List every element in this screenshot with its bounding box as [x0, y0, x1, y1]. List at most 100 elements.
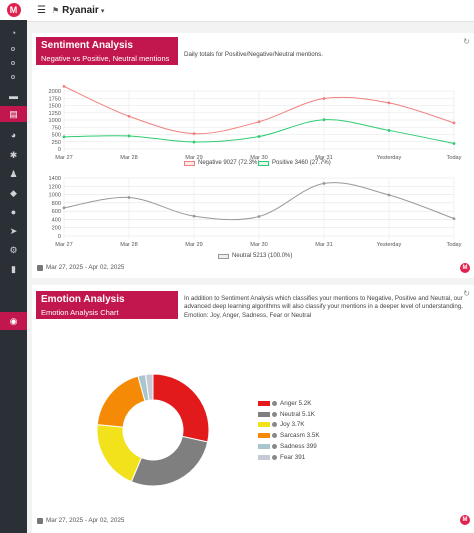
y-tick-label: 0 [58, 234, 61, 240]
y-tick-label: 1200 [49, 184, 61, 190]
legend-positive[interactable]: Positive 3460 (27.7%) [258, 160, 331, 166]
emotion-icon [272, 444, 277, 450]
dashboard-icon[interactable]: ◔ [10, 28, 17, 38]
y-tick-label: 400 [52, 217, 61, 223]
dot-icon[interactable] [11, 75, 15, 79]
emotion-icon [272, 411, 277, 417]
x-tick-label: Mar 29 [185, 242, 202, 248]
pie-slice[interactable] [130, 435, 209, 487]
data-point[interactable] [62, 206, 66, 210]
legend-neutral[interactable]: Neutral 5213 (100.0%) [218, 253, 292, 259]
calendar-icon [37, 517, 43, 524]
emotion-icon [272, 433, 277, 439]
data-point[interactable] [387, 193, 391, 197]
pie-slice[interactable] [96, 375, 146, 428]
emotion-desc-line: In addition to Sentiment Analysis which … [184, 295, 463, 302]
x-tick-label: Mar 29 [185, 155, 202, 161]
emotion-date-text: Mar 27, 2025 - Apr 02, 2025 [46, 517, 125, 524]
app-logo[interactable]: M [0, 0, 27, 20]
legend-item[interactable]: Anger 5.2K [258, 398, 320, 409]
x-tick-label: Mar 28 [120, 242, 137, 248]
data-point[interactable] [387, 129, 391, 132]
emotion-date-range: Mar 27, 2025 - Apr 02, 2025 [37, 517, 124, 524]
dot-icon[interactable] [11, 47, 15, 51]
y-tick-label: 500 [52, 133, 61, 139]
x-tick-label: Mar 31 [315, 155, 332, 161]
legend-swatch [258, 454, 270, 460]
sentiment-subtitle: Negative vs Positive, Neutral mentions [41, 54, 170, 63]
legend-swatch [258, 160, 269, 166]
sidebar: M ◔ ▬ ▤ ◕ ✱ ♟ ◆ ● ➤ ⚙ ▮ ◉ [0, 0, 27, 533]
sentiment-date-range: Mar 27, 2025 - Apr 02, 2025 [37, 264, 124, 271]
dot-icon[interactable] [11, 61, 15, 65]
sentiment-title: Sentiment Analysis [41, 40, 133, 51]
legend-neutral-label: Neutral 5213 (100.0%) [232, 253, 293, 259]
data-point[interactable] [192, 214, 196, 218]
legend-swatch [258, 400, 270, 406]
data-point[interactable] [192, 140, 196, 144]
refresh-icon[interactable]: ↻ [463, 289, 470, 298]
y-tick-label: 1250 [49, 111, 61, 117]
data-point[interactable] [62, 84, 66, 88]
chat-bubble-icon[interactable]: ◉ [0, 312, 27, 330]
neutral-line-chart: 0 200 400 600 800 1000 1200 1400 Mar 27 Mar 28 Mar… [49, 176, 462, 248]
legend-swatch [184, 160, 195, 166]
data-point[interactable] [322, 97, 326, 100]
calendar-icon [37, 264, 43, 271]
users-icon[interactable]: ♟ [9, 168, 18, 179]
data-point[interactable] [257, 135, 261, 138]
data-point[interactable] [322, 118, 326, 122]
data-point[interactable] [322, 181, 326, 185]
y-tick-label: 1500 [49, 104, 61, 110]
legend-swatch [258, 444, 270, 450]
data-point[interactable] [62, 135, 66, 139]
tag-icon[interactable]: ◆ [10, 187, 17, 198]
emotion-legend: Anger 5.2K Neutral 5.1K Joy 3.7K Sarcasm 3.… [258, 398, 320, 463]
y-tick-label: 1750 [49, 96, 61, 102]
emotion-icon [272, 454, 277, 460]
legend-item[interactable]: Sarcasm 3.5K [258, 430, 320, 441]
brand-badge-icon: M [460, 515, 470, 525]
y-tick-label: 0 [58, 147, 61, 153]
data-point[interactable] [387, 101, 391, 105]
pie-slice[interactable] [144, 373, 154, 401]
emotion-desc-line: advanced deep learning algorithms will a… [184, 303, 463, 311]
y-tick-label: 200 [52, 226, 61, 232]
emotion-icon [272, 400, 277, 406]
bug-icon[interactable]: ✱ [9, 149, 18, 160]
data-point[interactable] [127, 114, 131, 118]
chat-icon[interactable]: ▬ [9, 91, 18, 101]
send-icon[interactable]: ➤ [9, 225, 18, 236]
data-point[interactable] [192, 132, 196, 136]
data-point[interactable] [257, 120, 261, 124]
legend-label: Joy 3.7K [280, 421, 305, 429]
sentiment-header: Sentiment Analysis Negative vs Positive,… [36, 37, 178, 65]
legend-negative[interactable]: Negative 9027 (72.3%) [184, 160, 259, 166]
refresh-icon[interactable]: ↻ [463, 37, 470, 46]
pie-slice[interactable] [96, 424, 143, 483]
chevron-down-icon[interactable]: ▾ [100, 7, 105, 15]
pie-chart-icon[interactable]: ◕ [10, 130, 17, 140]
menu-icon[interactable]: ☰ [37, 5, 46, 16]
legend-item[interactable]: Fear 391 [258, 452, 320, 463]
data-point[interactable] [257, 215, 261, 218]
cogs-icon[interactable]: ⚙ [9, 244, 18, 255]
data-point[interactable] [452, 217, 456, 220]
legend-swatch [218, 253, 229, 259]
report-icon[interactable]: ▤ [0, 106, 27, 122]
globe-icon[interactable]: ● [10, 207, 17, 217]
data-point[interactable] [452, 142, 456, 145]
data-point[interactable] [127, 196, 131, 199]
emotion-donut-chart [96, 373, 210, 487]
brand-selector[interactable]: Ryanair [62, 5, 99, 16]
data-point[interactable] [127, 134, 131, 138]
legend-item[interactable]: Sadness 399 [258, 441, 320, 452]
legend-item[interactable]: Neutral 5.1K [258, 409, 320, 420]
pie-slice[interactable] [152, 373, 210, 443]
book-icon[interactable]: ▮ [11, 263, 16, 274]
y-tick-label: 250 [52, 140, 61, 146]
data-point[interactable] [452, 121, 456, 125]
legend-swatch [258, 411, 270, 417]
legend-item[interactable]: Joy 3.7K [258, 420, 320, 431]
x-tick-label: Yesterday [377, 242, 402, 248]
